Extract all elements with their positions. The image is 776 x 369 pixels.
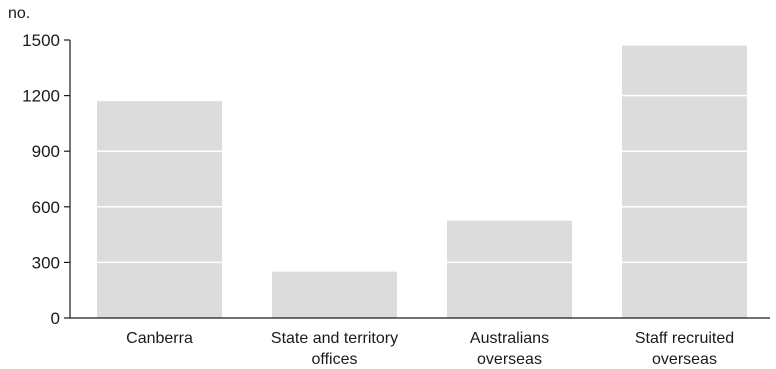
y-tick-label: 0 — [51, 309, 60, 328]
y-tick-label: 600 — [32, 198, 60, 217]
x-category-label: Canberra — [126, 330, 193, 347]
bar — [272, 271, 397, 318]
bar — [447, 220, 572, 318]
y-tick-label: 1200 — [22, 87, 60, 106]
bar — [622, 45, 747, 319]
bars-group — [97, 45, 747, 319]
x-category-label: State and territory offices — [271, 330, 398, 368]
y-tick-label: 1500 — [22, 31, 60, 50]
bar — [97, 101, 222, 318]
x-category-label: Australians overseas — [470, 330, 549, 368]
y-tick-label: 300 — [32, 253, 60, 272]
x-axis-labels-group: Canberra State and territory offices Austra… — [126, 330, 734, 368]
y-axis-ticks-group: 0 300 600 900 1200 1500 — [22, 31, 70, 328]
bar-internal-lines-group — [97, 94, 747, 264]
y-axis-unit-label: no. — [8, 5, 30, 22]
y-tick-label: 900 — [32, 142, 60, 161]
x-category-label: Staff recruited overseas — [635, 330, 734, 368]
